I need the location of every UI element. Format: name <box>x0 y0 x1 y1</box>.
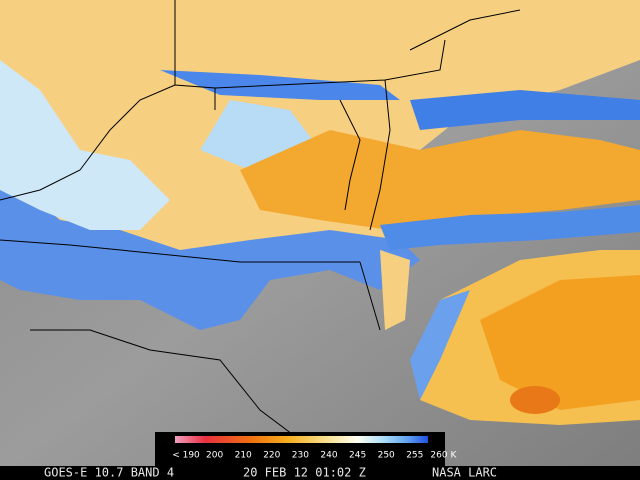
color-scale <box>155 432 445 466</box>
scale-label: 240 <box>320 451 337 461</box>
scale-label: 255 <box>406 451 423 461</box>
footer-bar <box>0 466 640 480</box>
scale-label: 230 <box>292 451 309 461</box>
time-label: 20 FEB 12 01:02 Z <box>243 466 366 480</box>
scale-label: 250 <box>378 451 395 461</box>
source-label: NASA LARC <box>432 466 497 480</box>
scale-label: 260 K <box>430 451 457 461</box>
scale-label: 210 <box>235 451 252 461</box>
scale-label: < 190 <box>172 451 200 461</box>
scale-label: 220 <box>263 451 280 461</box>
satellite-label: GOES-E 10.7 BAND 4 <box>44 466 174 480</box>
imagery <box>0 0 640 466</box>
scale-label: 245 <box>349 451 366 461</box>
scale-label: 200 <box>206 451 223 461</box>
